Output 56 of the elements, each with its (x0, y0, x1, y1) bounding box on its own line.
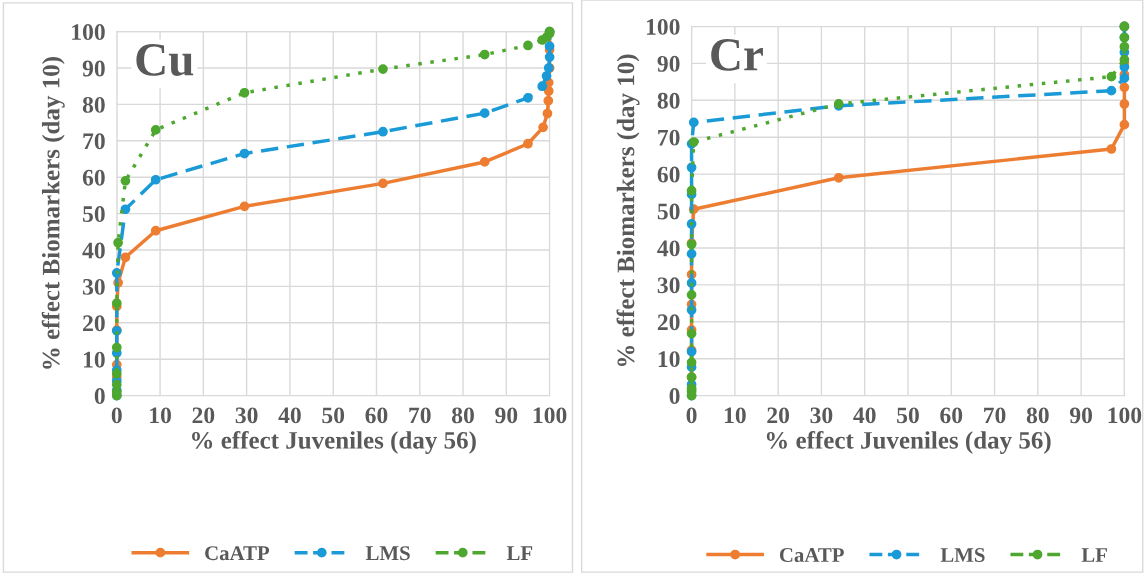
y-tick-label: 0 (94, 388, 105, 405)
legend-label: LF (1081, 548, 1107, 562)
y-tick-label: 100 (72, 24, 105, 41)
legend-label: LMS (940, 548, 985, 563)
x-tick-label: 90 (495, 407, 518, 424)
x-tick-label: 70 (984, 407, 1006, 424)
legend-label: CaATP (205, 546, 270, 561)
x-tick-label: 50 (322, 407, 345, 424)
y-tick-label: 90 (82, 60, 105, 77)
y-tick-label: 80 (657, 92, 680, 109)
y-tick-label: 20 (83, 315, 105, 332)
y-tick-label: 90 (657, 55, 680, 72)
y-tick-label: 60 (82, 169, 105, 186)
y-tick-label: 20 (657, 314, 680, 331)
y-tick-label: 80 (82, 96, 105, 113)
chart-title: Cr (711, 39, 763, 71)
y-tick-label: 0 (669, 388, 680, 405)
x-tick-label: 80 (452, 407, 474, 424)
x-tick-label: 20 (192, 407, 215, 424)
y-tick-label: 100 (646, 18, 680, 35)
y-tick-label: 10 (83, 351, 105, 368)
chart-title: Cu (136, 44, 194, 76)
x-tick-label: 10 (150, 407, 171, 424)
x-tick-label: 100 (533, 407, 567, 424)
x-tick-label: 100 (1108, 407, 1142, 424)
x-tick-label: 50 (897, 407, 919, 424)
legend-label: LF (506, 546, 533, 560)
y-tick-label: 60 (657, 166, 680, 183)
y-tick-label: 50 (83, 206, 105, 223)
y-axis-title: % effect Biomarkers (day 10) (616, 54, 640, 367)
x-tick-label: 0 (111, 407, 122, 424)
y-tick-label: 50 (657, 203, 680, 220)
y-tick-label: 30 (82, 278, 105, 295)
x-tick-label: 10 (724, 407, 746, 424)
x-tick-label: 30 (235, 407, 258, 424)
y-tick-label: 30 (657, 277, 680, 294)
x-tick-label: 60 (940, 407, 963, 424)
y-tick-label: 70 (83, 133, 105, 150)
x-tick-label: 40 (853, 407, 876, 424)
y-tick-label: 40 (657, 240, 680, 257)
x-tick-label: 0 (686, 407, 697, 424)
y-tick-label: 70 (658, 129, 680, 146)
y-tick-label: 40 (82, 242, 105, 259)
x-tick-label: 70 (409, 407, 431, 424)
y-axis-title: % effect Biomarkers (day 10) (41, 57, 65, 369)
x-tick-label: 60 (365, 407, 388, 424)
legend-label: LMS (365, 546, 410, 561)
x-axis-title: % effect Juveniles (day 56) (192, 430, 476, 454)
y-tick-label: 10 (658, 351, 680, 368)
x-tick-label: 80 (1026, 407, 1049, 424)
x-tick-label: 20 (767, 407, 790, 424)
x-tick-label: 30 (810, 407, 833, 424)
x-axis-title: % effect Juveniles (day 56) (766, 430, 1051, 454)
x-tick-label: 40 (278, 407, 301, 424)
legend-label: CaATP (779, 548, 844, 563)
x-tick-label: 90 (1069, 407, 1093, 424)
